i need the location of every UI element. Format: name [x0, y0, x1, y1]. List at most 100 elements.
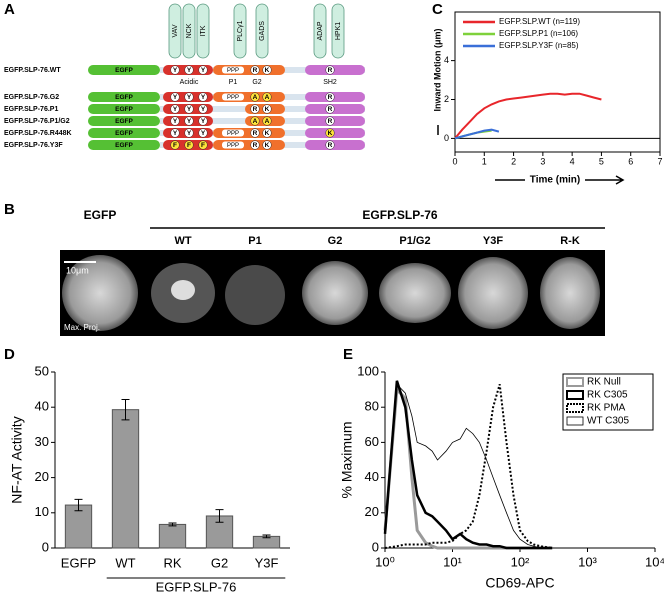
- residue-label: F: [187, 142, 191, 149]
- egfp-label: EGFP: [115, 118, 133, 125]
- x-tick-label: 6: [628, 156, 633, 166]
- residue: [170, 128, 180, 138]
- column-label: G2: [328, 235, 343, 247]
- partner-label: ITK: [200, 25, 207, 36]
- residue-label: Y: [173, 130, 178, 137]
- partner-box: [313, 3, 327, 59]
- legend-label: RK Null: [587, 377, 621, 388]
- egfp-label: EGFP: [115, 142, 133, 149]
- residue-label: R: [328, 94, 333, 101]
- residue: [325, 140, 335, 150]
- panel-label: B: [4, 201, 15, 218]
- residue-label: Y: [201, 106, 206, 113]
- legend-label: RK C305: [587, 390, 628, 401]
- panel-label: C: [432, 1, 443, 18]
- residue: [262, 128, 272, 138]
- y-tick-label: 40: [365, 469, 379, 484]
- residue: [184, 128, 194, 138]
- x-tick-label: EGFP: [61, 555, 96, 570]
- residue-label: A: [265, 118, 270, 125]
- residue: [250, 140, 260, 150]
- construct-name: EGFP.SLP-76.R448K: [4, 130, 72, 137]
- x-arrow: [495, 175, 625, 185]
- y-tick-label: 0: [372, 539, 379, 554]
- egfp-domain: [88, 104, 160, 114]
- egfp-label: EGFP: [115, 67, 133, 74]
- partner-label: PLCγ1: [237, 20, 244, 41]
- error-bar: [74, 498, 83, 512]
- y-tick-label: 4: [444, 55, 449, 65]
- panel-label: A: [4, 1, 15, 18]
- error-bar: [215, 509, 224, 523]
- sh2-domain: [305, 116, 365, 126]
- cell-image: [458, 257, 528, 329]
- domain-label: SH2: [323, 79, 337, 86]
- residue: [170, 104, 180, 114]
- residue-label: K: [265, 106, 270, 113]
- ppp-box: [222, 129, 244, 137]
- series-line: [383, 386, 553, 550]
- y-axis-label: Inward Motion (μm): [432, 29, 442, 112]
- partner-label: HPK1: [335, 22, 342, 40]
- residue-label: R: [328, 67, 333, 74]
- partner-label: VAV: [172, 24, 179, 37]
- x-tick-label: 5: [599, 156, 604, 166]
- residue: [325, 92, 335, 102]
- residue: [325, 116, 335, 126]
- residue: [262, 65, 272, 75]
- residue: [262, 92, 272, 102]
- residue: [262, 116, 272, 126]
- residue: [198, 128, 208, 138]
- residue-label: K: [328, 130, 333, 137]
- residue-label: Y: [173, 118, 178, 125]
- residue-label: A: [253, 118, 258, 125]
- residue: [250, 104, 260, 114]
- x-tick-label: 7: [657, 156, 662, 166]
- x-tick-label: 10⁰: [375, 554, 395, 569]
- y-tick-label: 80: [365, 399, 379, 414]
- partner-box: [331, 3, 345, 59]
- y-tick-label: 100: [357, 363, 379, 378]
- x-tick-label: 1: [482, 156, 487, 166]
- projection-label: Max. Proj.: [64, 323, 100, 332]
- residue-label: Y: [201, 94, 206, 101]
- error-bar: [168, 522, 177, 527]
- group-label: EGFP.SLP-76: [156, 579, 237, 594]
- residue-label: Y: [187, 94, 192, 101]
- residue: [325, 104, 335, 114]
- residue-label: Y: [187, 106, 192, 113]
- x-tick-label: 3: [540, 156, 545, 166]
- ppp-label: PPP: [227, 131, 239, 137]
- residue: [170, 65, 180, 75]
- legend-swatch: [566, 377, 584, 387]
- partner-box: [196, 3, 210, 59]
- residue-label: K: [265, 130, 270, 137]
- residue-label: R: [253, 67, 258, 74]
- partner-label: ADAP: [317, 21, 324, 40]
- column-label: P1: [248, 235, 261, 247]
- y-tick-label: 40: [35, 399, 49, 414]
- x-tick-label: RK: [163, 555, 181, 570]
- residue-label: K: [265, 67, 270, 74]
- x-tick-label: G2: [211, 555, 228, 570]
- x-tick-label: Y3F: [255, 555, 279, 570]
- cell-image: [62, 255, 138, 331]
- residue: [325, 128, 335, 138]
- partner-box: [255, 3, 269, 59]
- sh2-domain: [305, 65, 365, 75]
- domain-label: G2: [252, 79, 261, 86]
- partner-box: [182, 3, 196, 59]
- column-label: R-K: [560, 235, 580, 247]
- cell-image: [171, 280, 195, 300]
- x-tick-label: 10⁴: [645, 554, 664, 569]
- b-header: EGFP.SLP-76: [362, 208, 437, 222]
- egfp-domain: [88, 65, 160, 75]
- legend-label: EGFP.SLP.P1 (n=106): [499, 29, 578, 38]
- cells: [62, 255, 600, 331]
- residue-label: Y: [187, 118, 192, 125]
- residue-label: R: [328, 106, 333, 113]
- residue-label: A: [265, 94, 270, 101]
- series-line: [384, 383, 553, 549]
- construct-name: EGFP.SLP-76.P1: [4, 106, 58, 113]
